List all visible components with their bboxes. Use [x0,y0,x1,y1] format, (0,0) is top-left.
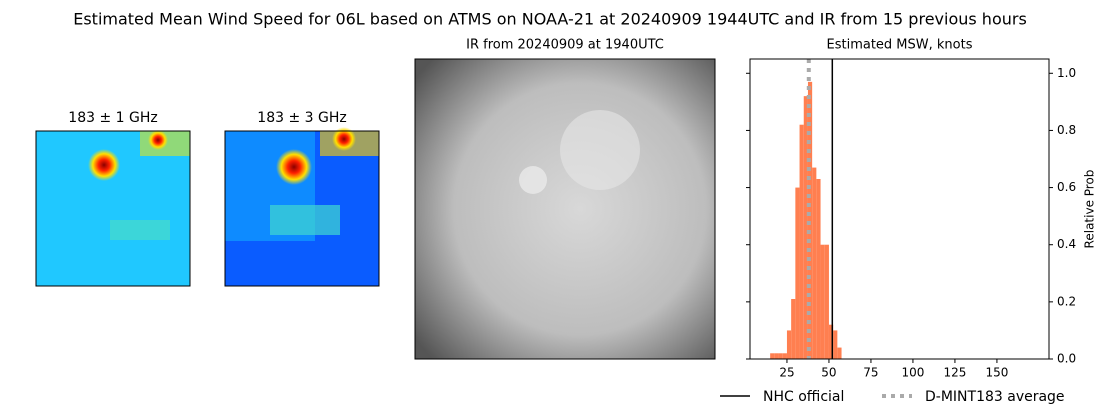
x-tick-label: 75 [863,366,878,380]
x-tick-label: 25 [779,366,794,380]
bar [770,353,775,359]
legend-label: NHC official [763,389,844,405]
bar [795,187,800,359]
y-tick-label: 0.2 [1057,294,1076,308]
bar [786,330,792,359]
bar [828,324,834,359]
bar [799,124,804,359]
chart-title: Estimated MSW, knots [827,38,973,53]
mw-image-1 [35,130,191,287]
y-tick-label: 0.8 [1057,123,1076,137]
y-tick-label: 0.0 [1057,352,1076,366]
bar [816,179,821,359]
bar [833,330,838,359]
x-tick-label: 100 [901,366,924,380]
ir-image [414,58,716,360]
legend-label: D-MINT183 average [925,389,1065,405]
plot-frame [749,58,1050,360]
bar [774,353,779,359]
y-tick-label: 1.0 [1057,66,1076,80]
y-tick-label: 0.6 [1057,180,1076,194]
y-tick-label: 0.4 [1057,237,1076,251]
bar [837,347,842,359]
panel-title: 183 ± 3 GHz [257,110,346,126]
bar [812,167,817,359]
panel-title: IR from 20240909 at 1940UTC [466,38,664,53]
bar [782,353,787,359]
x-tick-label: 150 [985,366,1008,380]
bar [791,299,796,359]
bar [778,353,783,359]
y-axis-label: Relative Prob [1083,170,1097,249]
bar [803,96,808,360]
bar [824,244,829,359]
mw-image-2 [224,127,380,287]
bar [820,244,825,359]
bar [807,81,813,359]
panel-title: 183 ± 1 GHz [68,110,157,126]
figure-title: Estimated Mean Wind Speed for 06L based … [73,10,1027,29]
x-tick-label: 125 [943,366,966,380]
x-tick-label: 50 [821,366,836,380]
